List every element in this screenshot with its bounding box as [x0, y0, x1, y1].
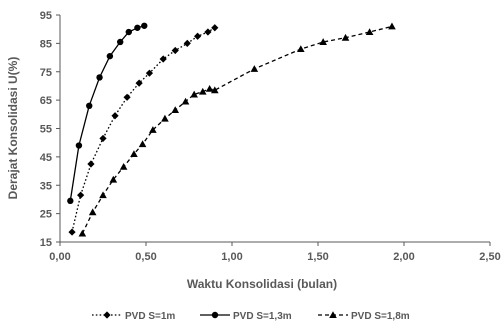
- data-point: [341, 33, 350, 41]
- data-point: [86, 102, 93, 110]
- data-point: [111, 112, 119, 120]
- data-point: [211, 24, 219, 32]
- data-point: [149, 126, 157, 133]
- y-tick-label: 75: [40, 67, 52, 79]
- data-point: [159, 55, 167, 63]
- series-line: [81, 25, 393, 234]
- data-point: [297, 45, 305, 53]
- x-axis-title: Waktu Konsolidasi (bulan): [187, 277, 337, 291]
- data-point: [135, 79, 143, 87]
- data-point: [99, 191, 107, 199]
- data-point: [250, 65, 259, 72]
- data-point: [119, 163, 128, 170]
- data-point: [77, 191, 85, 199]
- legend-marker: [211, 311, 219, 319]
- data-point: [96, 74, 103, 81]
- y-tick-label: 35: [40, 180, 52, 192]
- data-point: [194, 32, 202, 40]
- data-point: [365, 28, 374, 36]
- y-tick-label: 15: [40, 237, 52, 249]
- data-point: [190, 90, 198, 98]
- series-2: [67, 22, 148, 205]
- data-point: [88, 208, 97, 216]
- y-axis-title: Derajat Konsolidasi U(%): [6, 57, 20, 200]
- legend-item: PVD S=1,3m: [200, 311, 292, 322]
- data-point: [99, 134, 107, 143]
- y-tick-label: 65: [40, 95, 52, 107]
- legend-marker: [103, 311, 111, 319]
- legend-label: PVD S=1m: [125, 311, 175, 322]
- data-point: [145, 69, 154, 77]
- legend-item: PVD S=1,8m: [318, 311, 410, 322]
- series-line: [69, 25, 145, 201]
- data-point: [138, 140, 147, 148]
- data-point: [125, 28, 132, 36]
- data-point: [106, 52, 114, 60]
- y-tick-label: 45: [40, 152, 52, 164]
- y-tick-label: 95: [40, 10, 52, 22]
- data-point: [205, 84, 214, 92]
- data-point: [204, 28, 212, 36]
- data-point: [134, 24, 141, 31]
- data-point: [161, 114, 169, 122]
- data-point: [123, 93, 131, 101]
- data-point: [183, 39, 191, 47]
- axes: [59, 15, 490, 243]
- data-point: [68, 228, 76, 236]
- legend-item: PVD S=1m: [92, 311, 175, 322]
- data-point: [388, 22, 396, 30]
- data-point: [75, 142, 83, 149]
- data-point: [130, 150, 138, 158]
- data-point: [78, 229, 87, 237]
- data-point: [319, 38, 327, 45]
- plot-area: [67, 22, 396, 237]
- x-tick-label: 1,00: [221, 251, 242, 263]
- x-tick-labels: 0,00 0,50 1,00 1,50 2,00 2,50: [49, 242, 501, 263]
- y-tick-labels: 15 25 35 45 55 65 75 85 95: [40, 10, 60, 249]
- y-tick-label: 55: [40, 124, 52, 136]
- data-point: [117, 38, 124, 46]
- data-point: [171, 106, 180, 114]
- legend-label: PVD S=1,8m: [351, 311, 410, 322]
- series-line: [71, 27, 216, 233]
- data-point: [211, 86, 219, 94]
- series-1: [68, 24, 219, 236]
- y-tick-label: 25: [40, 209, 52, 221]
- legend-marker: [329, 311, 337, 318]
- legend: PVD S=1m PVD S=1,3m PVD S=1,8m: [92, 311, 410, 322]
- data-point: [109, 175, 118, 183]
- data-point: [67, 197, 74, 205]
- y-tick-label: 85: [40, 38, 52, 50]
- data-point: [141, 22, 148, 29]
- data-point: [181, 97, 190, 105]
- x-tick-label: 0,00: [49, 251, 70, 263]
- data-point: [198, 87, 207, 95]
- x-tick-label: 0,50: [135, 251, 156, 263]
- data-point: [87, 160, 95, 168]
- x-tick-label: 2,50: [479, 251, 500, 263]
- x-tick-label: 2,00: [393, 251, 414, 263]
- data-point: [171, 46, 179, 55]
- x-tick-label: 1,50: [307, 251, 328, 263]
- series-3: [78, 22, 396, 237]
- legend-label: PVD S=1,3m: [233, 311, 292, 322]
